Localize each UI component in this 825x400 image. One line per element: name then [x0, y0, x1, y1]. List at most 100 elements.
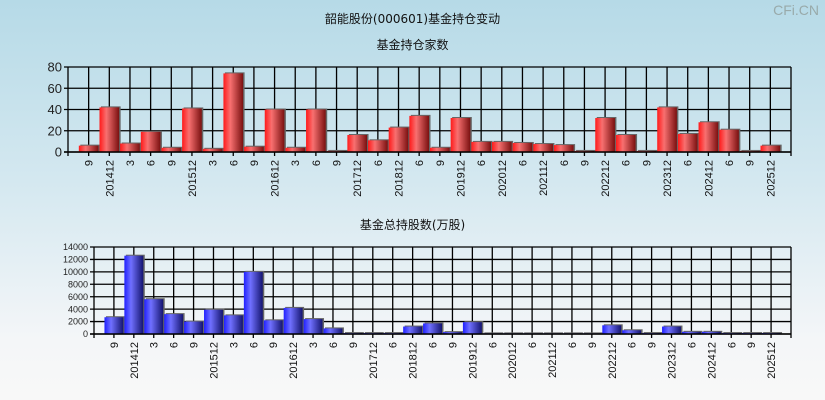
x-tick-label: 202112	[538, 160, 550, 196]
x-tick-label: 202112	[547, 342, 559, 378]
bar	[264, 109, 285, 152]
y-tick-label: 0	[55, 145, 62, 160]
x-tick-label: 6	[414, 160, 426, 166]
x-tick-label: 202312	[662, 160, 674, 197]
chart-title-shares: 基金总持股数(万股)	[359, 218, 466, 232]
x-tick-label: 6	[517, 160, 529, 166]
chart-title-holders: 基金持仓家数	[376, 38, 449, 52]
x-tick-label: 9	[166, 160, 178, 166]
y-tick-label: 8000	[68, 279, 88, 289]
x-tick-label: 6	[328, 342, 340, 348]
y-tick-label: 2000	[68, 317, 88, 327]
bar	[462, 322, 482, 334]
x-tick-label: 6	[627, 342, 639, 348]
bar	[471, 141, 491, 152]
x-tick-label: 201612	[270, 160, 282, 197]
page-title: 韶能股份(000601)基金持仓变动	[324, 12, 501, 26]
bar	[323, 328, 343, 334]
x-tick-label: 202512	[765, 160, 777, 197]
bar-shadow	[384, 332, 404, 334]
x-tick-label: 201812	[408, 342, 420, 379]
x-tick-label: 6	[726, 342, 738, 348]
bar	[161, 147, 182, 152]
x-tick-label: 3	[308, 342, 320, 348]
watermark: CFi.CN	[773, 2, 819, 18]
x-tick-label: 201712	[368, 342, 380, 379]
bar	[120, 143, 140, 152]
bar	[204, 309, 223, 334]
bar	[140, 131, 161, 152]
x-tick-label: 9	[109, 342, 121, 348]
x-tick-label: 202012	[497, 160, 509, 197]
x-tick-label: 201912	[467, 342, 479, 379]
x-tick-label: 9	[746, 342, 758, 348]
bar-shadow	[484, 332, 504, 334]
x-tick-label: 6	[311, 160, 323, 166]
bar	[164, 314, 184, 334]
bar-shadow	[583, 332, 603, 334]
y-tick-label: 80	[48, 60, 62, 75]
bar	[99, 107, 120, 152]
bar	[450, 118, 471, 152]
bar	[306, 109, 326, 152]
bar-shadow	[563, 332, 583, 334]
x-tick-label: 9	[84, 160, 96, 166]
bar	[124, 255, 144, 334]
x-tick-label: 201412	[104, 160, 116, 197]
bar-shadow	[364, 332, 384, 334]
x-tick-label: 6	[476, 160, 488, 166]
bar	[144, 299, 164, 334]
bar	[285, 147, 306, 152]
x-tick-label: 6	[388, 342, 400, 348]
x-tick-label: 201612	[288, 342, 300, 379]
bar	[202, 148, 223, 152]
x-tick-label: 6	[248, 342, 260, 348]
x-tick-label: 9	[348, 342, 360, 348]
bar	[403, 326, 423, 334]
x-tick-label: 9	[435, 160, 447, 166]
bar-shadow	[524, 332, 544, 334]
x-tick-label: 202512	[766, 342, 778, 379]
x-tick-label: 9	[249, 160, 261, 166]
bar	[104, 317, 124, 334]
bar	[303, 319, 323, 334]
x-tick-label: 3	[125, 160, 137, 166]
y-tick-label: 14000	[63, 242, 88, 252]
bar	[423, 323, 442, 334]
bar	[615, 135, 636, 152]
bar-shadow	[544, 332, 563, 334]
x-tick-label: 9	[641, 160, 653, 166]
bar-shadow	[763, 332, 783, 334]
y-tick-label: 10000	[63, 267, 88, 277]
x-tick-label: 6	[487, 342, 499, 348]
chart-shares: 0 2000 4000 6000 8000 10000 12000 14000 9 201412 3…	[63, 242, 792, 379]
bar	[223, 315, 243, 334]
bar-shadow	[743, 332, 763, 334]
x-tick-label: 9	[332, 160, 344, 166]
x-tick-label: 201912	[455, 160, 467, 197]
x-tick-label: 6	[621, 160, 633, 166]
y-tick-label: 0	[83, 329, 88, 339]
bar	[701, 331, 721, 334]
x-tick-label: 201712	[352, 160, 364, 197]
bar	[602, 325, 622, 334]
x-tick-label: 202212	[607, 342, 619, 379]
bar-shadow	[723, 332, 743, 334]
bar	[491, 141, 512, 152]
bar	[681, 331, 701, 334]
bar	[243, 271, 263, 334]
x-tick-label: 6	[169, 342, 181, 348]
bar	[283, 307, 303, 334]
bar	[223, 73, 244, 152]
x-tick-label: 6	[567, 342, 579, 348]
x-tick-label: 6	[428, 342, 440, 348]
bar	[430, 147, 450, 152]
x-tick-label: 6	[724, 160, 736, 166]
x-tick-label: 9	[579, 160, 591, 166]
x-tick-label: 3	[228, 342, 240, 348]
y-tick-label: 20	[48, 123, 62, 138]
x-tick-label: 6	[683, 160, 695, 166]
x-tick-label: 9	[268, 342, 280, 348]
bar	[78, 145, 99, 152]
